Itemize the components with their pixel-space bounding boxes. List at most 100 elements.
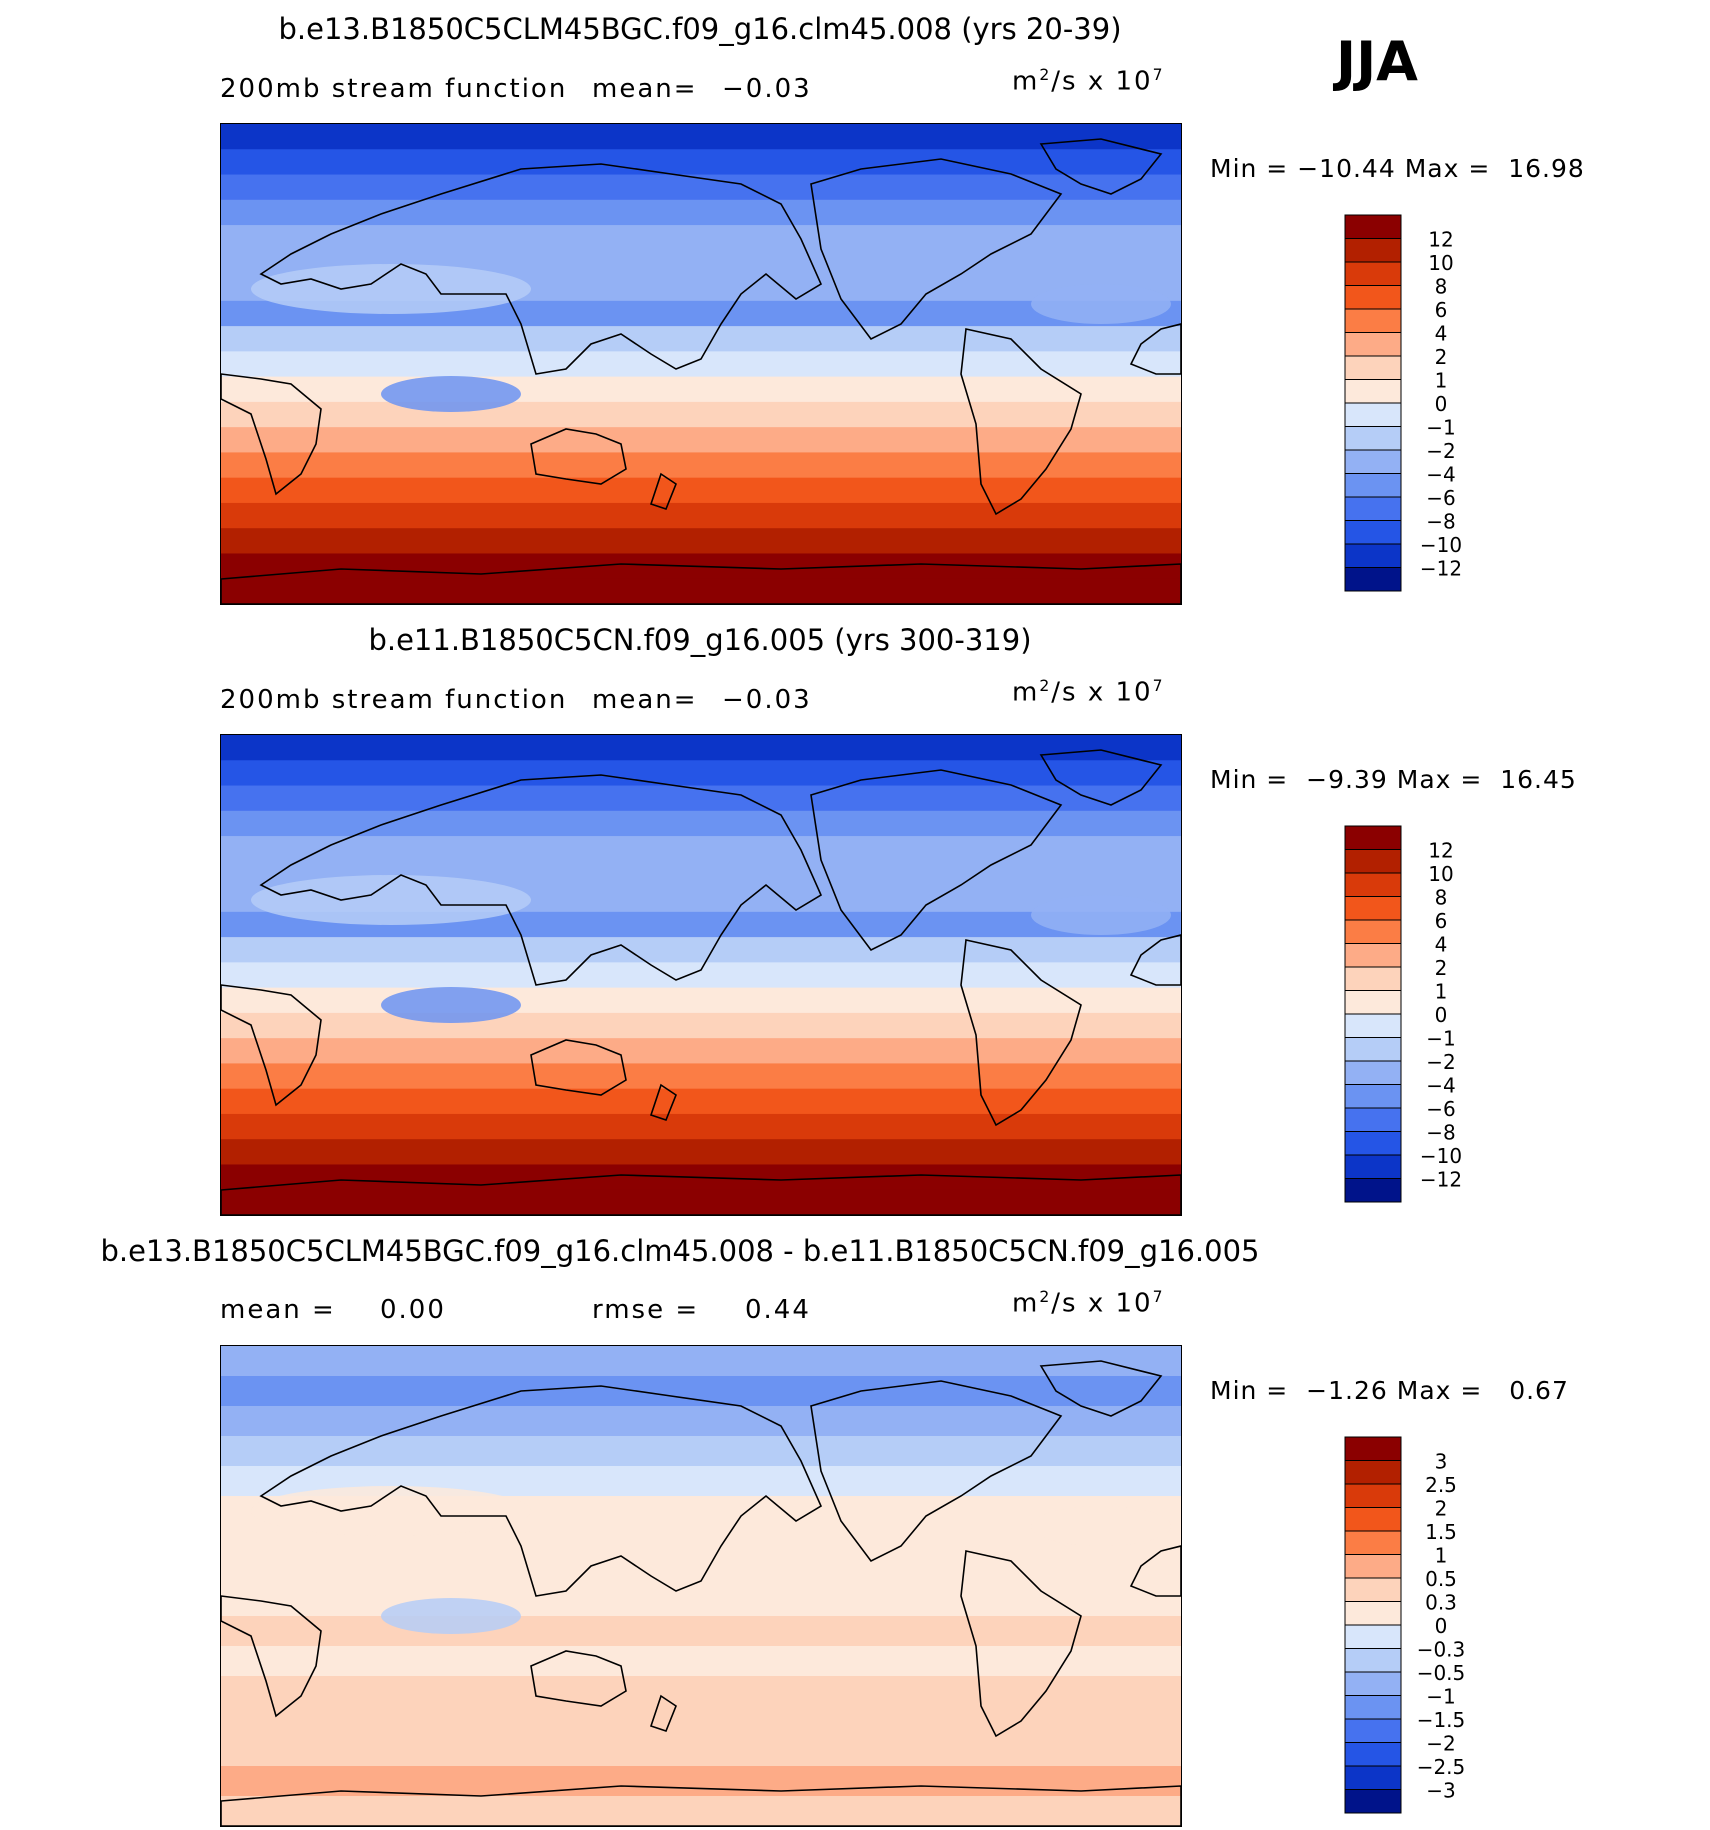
coastline xyxy=(960,1550,1082,1738)
field-band xyxy=(221,1012,1181,1039)
colorbar-box xyxy=(1344,919,1402,944)
colorbar-tick-label: 10 xyxy=(1428,862,1453,886)
colorbar-box xyxy=(1344,1507,1402,1532)
field-anomaly xyxy=(251,264,531,314)
field-band xyxy=(221,199,1181,226)
field-band xyxy=(221,1586,1181,1617)
colorbar-tick-label: −4 xyxy=(1426,1074,1455,1098)
colorbar-tick-label: −4 xyxy=(1426,463,1455,487)
panel-3-minmax: Min = −1.26 Max = 0.67 xyxy=(1210,1376,1569,1405)
coastline xyxy=(1129,934,1181,986)
coastlines xyxy=(221,138,1181,604)
colorbar-box xyxy=(1344,1154,1402,1179)
colorbar-tick-label: −6 xyxy=(1426,1097,1455,1121)
coastline xyxy=(649,472,677,510)
colorbar-box xyxy=(1344,1671,1402,1696)
colorbar-box xyxy=(1344,520,1402,545)
colorbar-box xyxy=(1344,1577,1402,1602)
field-anomaly xyxy=(1031,895,1171,935)
coastline xyxy=(649,1083,677,1121)
field-band xyxy=(221,962,1181,989)
coastline xyxy=(810,1380,1063,1563)
field-band xyxy=(221,1088,1181,1115)
colorbar-tick-label: 2.5 xyxy=(1425,1473,1457,1497)
field-band xyxy=(221,760,1181,787)
colorbar-box xyxy=(1344,825,1402,850)
field-anomaly xyxy=(251,875,531,925)
panel-3-colorbar: 3 2.5 2 1.5 1 0.5 0.3 0 −0.3 −0.5 −1 −1.5 −2 −2.5 −3 xyxy=(1344,1436,1505,1817)
coastline xyxy=(530,1039,627,1096)
coastline xyxy=(1039,138,1163,195)
panel-2-minmax: Min = −9.39 Max = 16.45 xyxy=(1210,765,1577,794)
field-band xyxy=(221,1038,1181,1065)
field-band xyxy=(221,452,1181,479)
colorbar-tick-label: 10 xyxy=(1428,251,1453,275)
colorbar-box xyxy=(1344,943,1402,968)
colorbar-tick-label: 0.5 xyxy=(1425,1567,1457,1591)
panel-3-rmse-label: rmse = xyxy=(592,1295,700,1325)
panel-1-minmax: Min = −10.44 Max = 16.98 xyxy=(1210,154,1585,183)
colorbar-tick-label: −8 xyxy=(1426,1121,1455,1145)
field-band xyxy=(221,477,1181,504)
colorbar-box xyxy=(1344,567,1402,592)
field-band xyxy=(221,376,1181,403)
colorbar-tick-label: 4 xyxy=(1435,322,1448,346)
panel-1-mean-label: mean= xyxy=(592,74,698,104)
coastline xyxy=(221,1785,1181,1826)
field-band xyxy=(221,1139,1181,1166)
field-band xyxy=(221,124,1181,151)
colorbar-box xyxy=(1344,1013,1402,1038)
field-band xyxy=(221,1189,1181,1215)
colorbar-tick-label: 0 xyxy=(1435,1614,1448,1638)
field-band xyxy=(221,1063,1181,1090)
field-band xyxy=(221,1736,1181,1767)
panel-3-mean-label: mean = xyxy=(220,1295,336,1325)
colorbar-box xyxy=(1344,308,1402,333)
colorbar-tick-label: −1.5 xyxy=(1417,1708,1466,1732)
field-band xyxy=(221,578,1181,604)
colorbar-box xyxy=(1344,1483,1402,1508)
colorbar-tick-label: −12 xyxy=(1420,557,1462,581)
coastline xyxy=(960,328,1082,516)
field-bands xyxy=(221,1346,1181,1826)
field-band xyxy=(221,836,1181,863)
field-anomaly xyxy=(1031,1506,1171,1546)
colorbar-box xyxy=(1344,1695,1402,1720)
field-anomaly xyxy=(381,376,521,412)
colorbar-box xyxy=(1344,449,1402,474)
colorbar-box xyxy=(1344,990,1402,1015)
coastline xyxy=(259,163,823,375)
panel-1-map xyxy=(220,123,1182,605)
panel-1-colorbar: 12 10 8 6 4 2 1 0 −1 −2 −4 −6 −8 −10 −12 xyxy=(1344,214,1505,595)
field-anomaly xyxy=(381,1598,521,1634)
coastline xyxy=(530,1650,627,1707)
panel-2-title: b.e11.B1850C5CN.f09_g16.005 (yrs 300-319… xyxy=(368,623,1032,657)
colorbar-box xyxy=(1344,238,1402,263)
colorbar-tick-label: 0 xyxy=(1435,1003,1448,1027)
colorbar-box xyxy=(1344,1789,1402,1814)
coastline xyxy=(259,1385,823,1597)
coastline xyxy=(810,769,1063,952)
colorbar-box xyxy=(1344,1530,1402,1555)
colorbar-tick-label: −1 xyxy=(1426,1685,1455,1709)
colorbar-tick-label: 3 xyxy=(1435,1450,1448,1474)
colorbar-box xyxy=(1344,1765,1402,1790)
field-band xyxy=(221,351,1181,378)
field-band xyxy=(221,937,1181,964)
colorbar-tick-label: −2 xyxy=(1426,1050,1455,1074)
colorbar-box xyxy=(1344,285,1402,310)
field-anomaly xyxy=(1031,284,1171,324)
field-band xyxy=(221,1406,1181,1437)
colorbar-box xyxy=(1344,1601,1402,1626)
colorbar-box xyxy=(1344,1742,1402,1767)
field-band xyxy=(221,987,1181,1014)
colorbar-box xyxy=(1344,214,1402,239)
coastline xyxy=(1129,323,1181,375)
colorbar-tick-label: −1 xyxy=(1426,416,1455,440)
colorbar-tick-label: 2 xyxy=(1435,956,1448,980)
colorbar-tick-label: 8 xyxy=(1435,886,1448,910)
colorbar-box xyxy=(1344,426,1402,451)
colorbar-box xyxy=(1344,1718,1402,1743)
colorbar-tick-label: 6 xyxy=(1435,298,1448,322)
colorbar-box xyxy=(1344,379,1402,404)
